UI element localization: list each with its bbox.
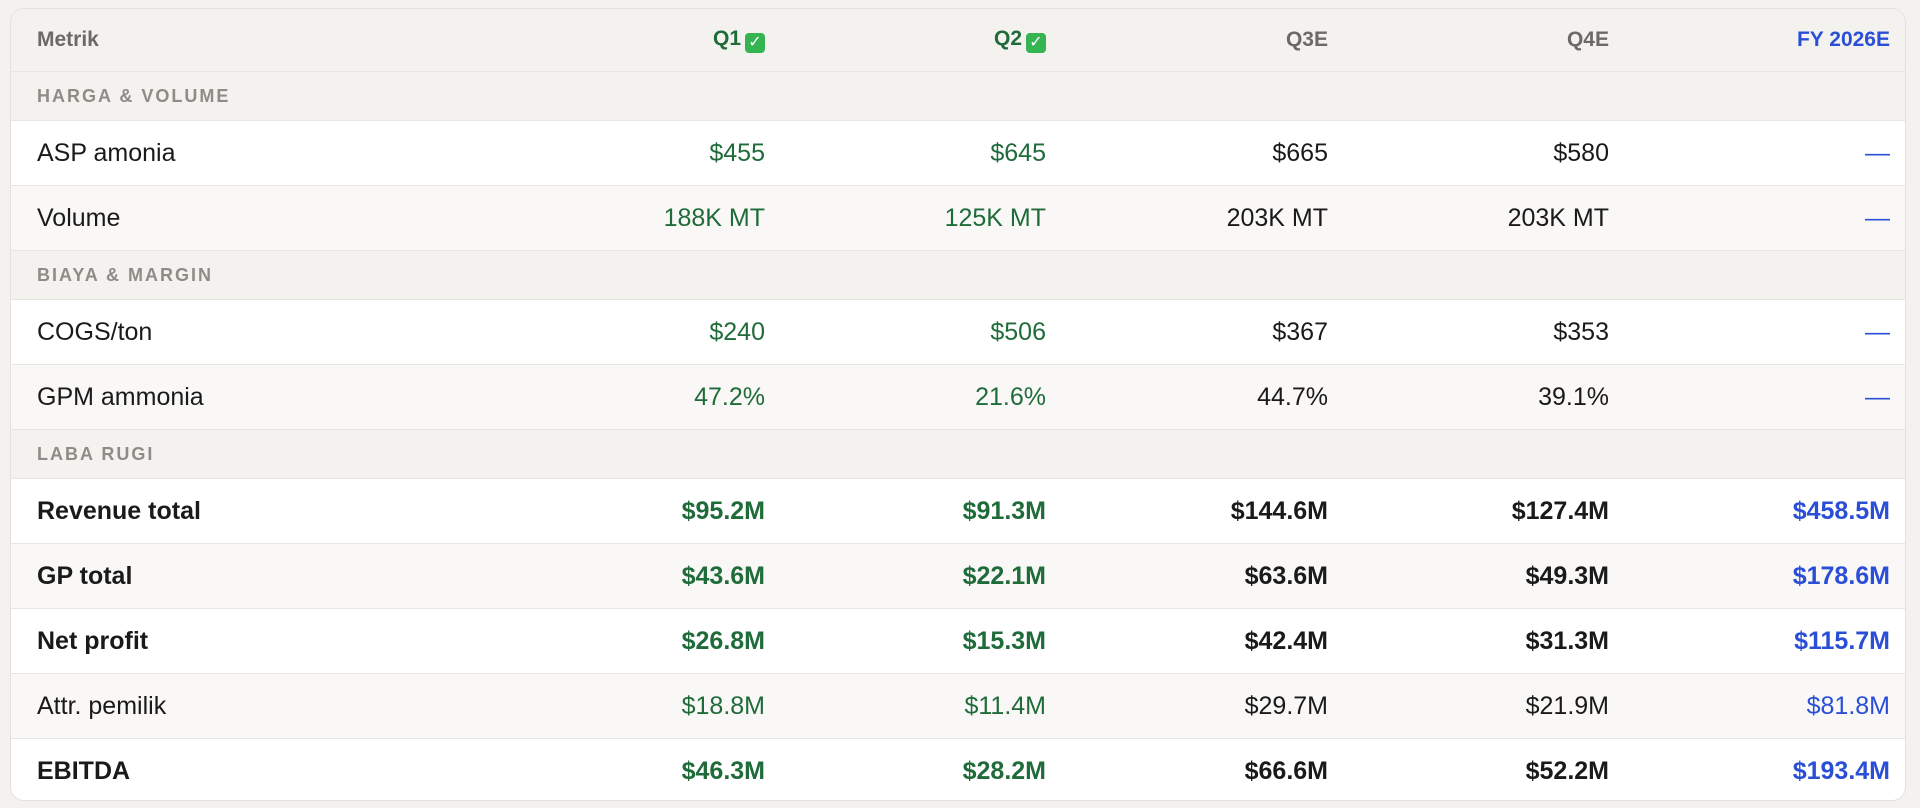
table-cell: $367	[1272, 317, 1328, 346]
header-fy2026e: FY 2026E	[1796, 28, 1890, 51]
table-cell: $52.2M	[1525, 757, 1609, 785]
table-cell: 188K MT	[663, 203, 765, 232]
header-q1: Q1 ✓	[528, 27, 765, 53]
table-cell: $31.3M	[1525, 626, 1609, 655]
table-cell: $645	[990, 138, 1046, 167]
table-cell: $580	[1553, 138, 1609, 167]
table-row: Revenue total $95.2M $91.3M $144.6M $127.4M $…	[11, 479, 1905, 544]
table-cell: 39.1%	[1538, 382, 1609, 411]
table-cell: $506	[990, 317, 1046, 346]
table-cell: $193.4M	[1792, 757, 1890, 785]
row-label: Volume	[37, 203, 121, 232]
table-body: HARGA & VOLUME ASP amonia $455 $645 $665 $580…	[11, 72, 1905, 800]
row-label: Revenue total	[37, 496, 201, 525]
table-cell: $115.7M	[1794, 626, 1890, 655]
row-label: GPM ammonia	[37, 382, 204, 411]
table-cell: $29.7M	[1244, 691, 1328, 720]
table-row: ASP amonia $455 $645 $665 $580 —	[11, 121, 1905, 186]
section-title: HARGA & VOLUME	[37, 85, 231, 106]
header-q4e: Q4E	[1566, 28, 1609, 51]
table-cell: $178.6M	[1792, 561, 1890, 590]
row-label: GP total	[37, 561, 133, 590]
table-cell: 47.2%	[694, 382, 765, 411]
table-cell: —	[1865, 138, 1890, 167]
table-cell: $15.3M	[962, 626, 1046, 655]
table-cell: —	[1865, 317, 1890, 346]
table-cell: $455	[709, 138, 765, 167]
table-cell: $665	[1272, 138, 1328, 167]
table-header: Metrik Q1 ✓ Q2 ✓ Q3E Q4E FY 2026E	[11, 9, 1905, 72]
table-cell: 203K MT	[1507, 203, 1609, 232]
table-cell: $26.8M	[681, 626, 765, 655]
table-cell: $46.3M	[681, 757, 765, 785]
section-title: LABA RUGI	[37, 443, 155, 464]
table-cell: 44.7%	[1257, 382, 1328, 411]
table-cell: 125K MT	[944, 203, 1046, 232]
header-metric: Metrik	[37, 28, 99, 51]
header-q3e: Q3E	[1285, 28, 1328, 51]
table-row: EBITDA $46.3M $28.2M $66.6M $52.2M $193.4M	[11, 739, 1905, 800]
check-icon: ✓	[1026, 33, 1046, 53]
table-row: COGS/ton $240 $506 $367 $353 —	[11, 300, 1905, 365]
table-cell: $240	[709, 317, 765, 346]
row-label: EBITDA	[37, 757, 131, 785]
table-cell: $66.6M	[1244, 757, 1328, 785]
table-cell: $144.6M	[1230, 496, 1328, 525]
table-cell: $22.1M	[962, 561, 1046, 590]
table-cell: $18.8M	[681, 691, 765, 720]
header-q2-label: Q2	[993, 27, 1022, 50]
table-cell: $91.3M	[962, 496, 1046, 525]
table-cell: —	[1865, 382, 1890, 411]
check-icon: ✓	[745, 33, 765, 53]
row-label: ASP amonia	[37, 138, 176, 167]
header-q1-label: Q1	[712, 27, 741, 50]
table-row: Volume 188K MT 125K MT 203K MT 203K MT —	[11, 186, 1905, 251]
table-cell: $95.2M	[681, 496, 765, 525]
table-cell: 203K MT	[1226, 203, 1328, 232]
table-cell: $43.6M	[681, 561, 765, 590]
row-label: Net profit	[37, 626, 149, 655]
row-label: Attr. pemilik	[37, 691, 167, 720]
table-cell: 21.6%	[975, 382, 1046, 411]
table-cell: $127.4M	[1511, 496, 1609, 525]
table-row: GP total $43.6M $22.1M $63.6M $49.3M $178.6M	[11, 544, 1905, 609]
table-row: Net profit $26.8M $15.3M $42.4M $31.3M $115.7…	[11, 609, 1905, 674]
table-cell: $21.9M	[1525, 691, 1609, 720]
table-row: GPM ammonia 47.2% 21.6% 44.7% 39.1% —	[11, 365, 1905, 430]
table-cell: $28.2M	[962, 757, 1046, 785]
section-header: BIAYA & MARGIN	[11, 251, 1905, 300]
table-cell: $42.4M	[1244, 626, 1328, 655]
table-cell: $49.3M	[1525, 561, 1609, 590]
header-q2: Q2 ✓	[765, 27, 1046, 53]
row-label: COGS/ton	[37, 317, 153, 346]
table-row: Attr. pemilik $18.8M $11.4M $29.7M $21.9M $81…	[11, 674, 1905, 739]
section-header: LABA RUGI	[11, 430, 1905, 479]
section-header: HARGA & VOLUME	[11, 72, 1905, 121]
table-cell: $458.5M	[1792, 496, 1890, 525]
table-cell: $63.6M	[1244, 561, 1328, 590]
table-cell: $353	[1553, 317, 1609, 346]
section-title: BIAYA & MARGIN	[37, 264, 214, 285]
table-cell: —	[1865, 203, 1890, 232]
financial-table: Metrik Q1 ✓ Q2 ✓ Q3E Q4E FY 2026E HARGA & …	[10, 8, 1906, 801]
table-cell: $81.8M	[1806, 691, 1890, 720]
table-cell: $11.4M	[964, 691, 1046, 720]
